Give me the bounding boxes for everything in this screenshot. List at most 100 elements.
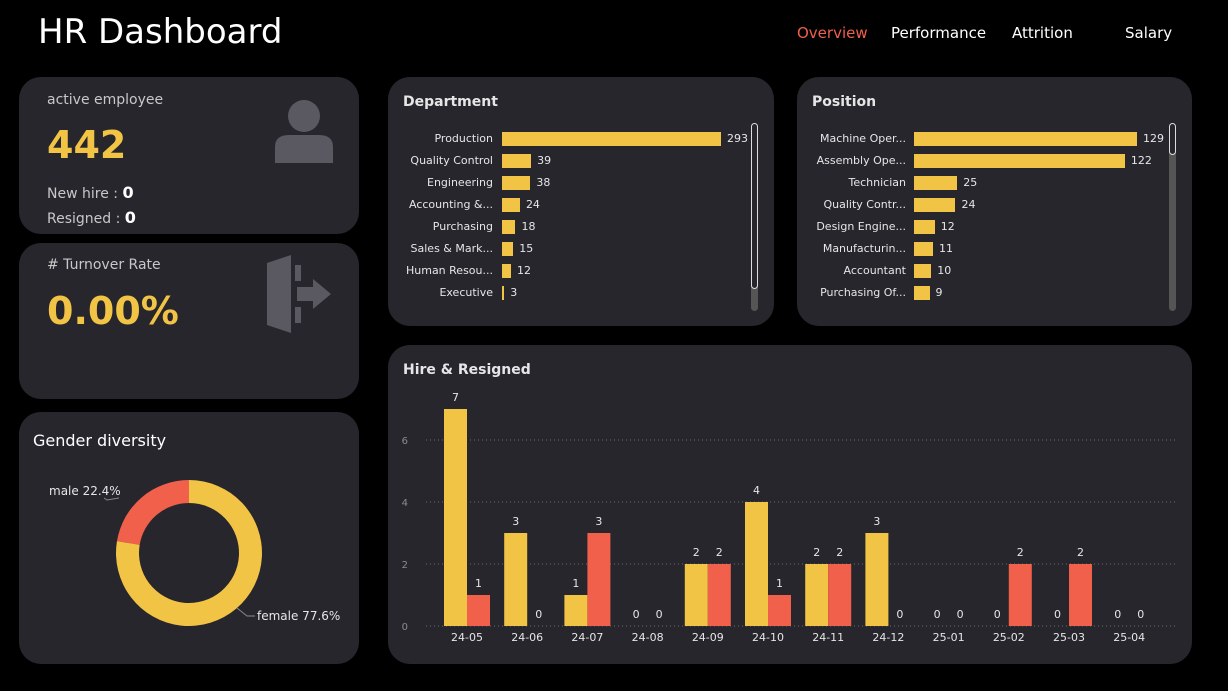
active-employee-card: active employee 442 New hire : 0 Resigne… <box>19 77 359 234</box>
bar-label: Purchasing Of... <box>820 286 906 299</box>
department-card: Department Production 293 Quality Control 3… <box>388 77 774 326</box>
gender-card: Gender diversity male 22.4% female 77.6% <box>19 412 359 664</box>
bar-value-label: 122 <box>1130 154 1152 167</box>
bar-value-label: 9 <box>935 286 943 299</box>
position-card: Position Machine Oper... 129 Assembly Ope.… <box>797 77 1192 326</box>
active-employee-value: 442 <box>47 123 127 167</box>
nav-attrition[interactable]: Attrition <box>1012 24 1073 42</box>
person-icon <box>275 100 333 163</box>
resigned-bar[interactable] <box>1008 564 1032 626</box>
bar[interactable] <box>502 242 514 256</box>
bar[interactable] <box>502 198 520 212</box>
resigned-row: Resigned : 0 <box>47 208 136 227</box>
hire-bar[interactable] <box>745 502 768 626</box>
bar-label: Production <box>434 132 493 145</box>
x-tick-label: 25-04 <box>1113 631 1145 644</box>
department-title: Department <box>403 94 498 110</box>
resigned-value-label: 0 <box>535 608 542 621</box>
resigned-bar[interactable] <box>828 564 852 626</box>
x-tick-label: 24-06 <box>511 631 543 644</box>
x-tick-label: 24-11 <box>812 631 844 644</box>
hire-bar[interactable] <box>684 564 708 626</box>
bar-value-label: 39 <box>537 154 552 167</box>
female-slice[interactable] <box>115 480 263 626</box>
x-tick-label: 24-07 <box>571 631 603 644</box>
resigned-bar[interactable] <box>467 595 490 626</box>
y-tick-label: 0 <box>402 622 408 633</box>
hire-value-label: 0 <box>1054 608 1061 621</box>
bar[interactable] <box>914 264 932 278</box>
position-scrollbar[interactable] <box>1169 123 1176 311</box>
bar-label: Technician <box>848 176 906 189</box>
bar-value-label: 12 <box>516 264 531 277</box>
y-tick-label: 4 <box>402 498 408 509</box>
hire-value-label: 1 <box>572 577 579 590</box>
bar[interactable] <box>914 132 1137 146</box>
bar-label: Accountant <box>843 264 906 277</box>
position-scroll-thumb[interactable] <box>1169 123 1176 155</box>
bar[interactable] <box>914 154 1125 168</box>
hire-bar[interactable] <box>564 595 588 626</box>
female-label: female 77.6% <box>257 609 341 623</box>
bar[interactable] <box>914 176 958 190</box>
hire-bar[interactable] <box>444 409 467 626</box>
resigned-value: 0 <box>124 208 136 227</box>
hire-bar[interactable] <box>865 533 889 626</box>
bar[interactable] <box>502 154 532 168</box>
bar-value-label: 3 <box>510 286 518 299</box>
bar-value-label: 12 <box>940 220 955 233</box>
bar[interactable] <box>502 220 516 234</box>
bar-label: Quality Control <box>410 154 493 167</box>
male-slice[interactable] <box>116 480 189 545</box>
x-tick-label: 24-08 <box>632 631 664 644</box>
resigned-value-label: 1 <box>776 577 783 590</box>
hire-bar[interactable] <box>504 533 528 626</box>
bar[interactable] <box>914 198 956 212</box>
new-hire-value: 0 <box>122 183 134 202</box>
bar-label: Accounting &... <box>409 198 493 211</box>
resigned-bar[interactable] <box>768 595 791 626</box>
new-hire-row: New hire : 0 <box>47 183 134 202</box>
resigned-value-label: 2 <box>716 546 723 559</box>
bar[interactable] <box>914 286 930 300</box>
x-tick-label: 24-10 <box>752 631 784 644</box>
hire-bar[interactable] <box>805 564 829 626</box>
resigned-value-label: 3 <box>595 515 602 528</box>
resigned-bar[interactable] <box>707 564 731 626</box>
hire-resigned-card: Hire & Resigned 0 2 4 6 7 1 24-05 3 0 24-06 1 3 24-0… <box>388 345 1192 664</box>
bar[interactable] <box>502 264 511 278</box>
department-scrollbar[interactable] <box>751 123 758 311</box>
gender-title: Gender diversity <box>33 431 167 450</box>
bar-value-label: 18 <box>521 220 536 233</box>
x-tick-label: 24-05 <box>451 631 483 644</box>
bar[interactable] <box>914 220 935 234</box>
hire-resigned-title: Hire & Resigned <box>403 362 531 378</box>
resigned-bar[interactable] <box>1069 564 1092 626</box>
bar[interactable] <box>502 132 721 146</box>
bar[interactable] <box>914 242 933 256</box>
resigned-bar[interactable] <box>587 533 611 626</box>
bar-label: Design Engine... <box>816 220 906 233</box>
bar[interactable] <box>502 176 531 190</box>
department-scroll-thumb[interactable] <box>751 123 758 289</box>
hire-value-label: 2 <box>693 546 700 559</box>
bar[interactable] <box>502 286 505 300</box>
x-tick-label: 24-12 <box>872 631 904 644</box>
resigned-value-label: 0 <box>656 608 663 621</box>
bar-value-label: 24 <box>961 198 976 211</box>
bar-value-label: 293 <box>727 132 748 145</box>
bar-label: Manufacturin... <box>822 242 906 255</box>
nav-overview[interactable]: Overview <box>797 24 868 42</box>
position-title: Position <box>812 94 877 110</box>
nav-performance[interactable]: Performance <box>891 24 987 42</box>
x-tick-label: 24-09 <box>692 631 724 644</box>
hire-value-label: 2 <box>813 546 820 559</box>
nav-salary[interactable]: Salary <box>1125 24 1173 42</box>
bar-value-label: 25 <box>963 176 978 189</box>
bar-label: Quality Contr... <box>823 198 907 211</box>
bar-value-label: 10 <box>937 264 952 277</box>
male-leader-line <box>103 497 120 501</box>
bar-label: Purchasing <box>432 220 493 233</box>
bar-value-label: 11 <box>939 242 953 255</box>
turnover-value: 0.00% <box>47 289 179 333</box>
